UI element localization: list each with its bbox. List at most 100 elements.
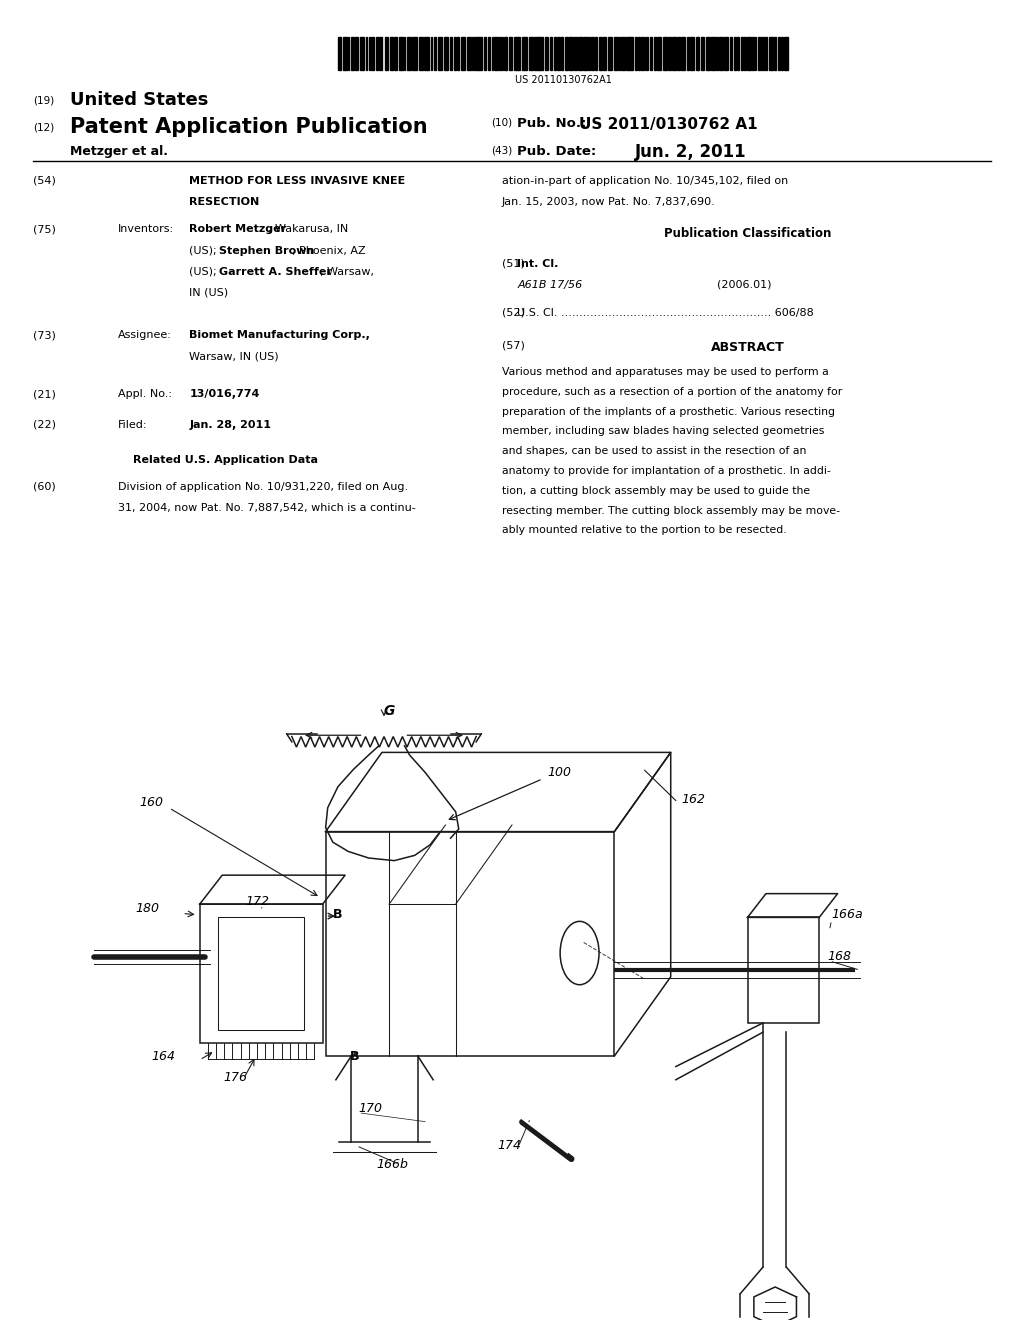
Bar <box>504 37 507 70</box>
Bar <box>518 37 520 70</box>
Text: procedure, such as a resection of a portion of the anatomy for: procedure, such as a resection of a port… <box>502 387 842 397</box>
Bar <box>730 37 732 70</box>
Text: 172: 172 <box>246 895 269 908</box>
Text: (US);: (US); <box>189 246 220 256</box>
Text: 176: 176 <box>223 1071 247 1084</box>
Bar <box>413 37 417 70</box>
Text: Filed:: Filed: <box>118 420 147 430</box>
Bar <box>398 37 402 70</box>
Bar <box>359 37 364 70</box>
Bar <box>668 37 671 70</box>
Text: 174: 174 <box>498 1139 521 1152</box>
Bar <box>752 37 754 70</box>
Bar <box>690 37 694 70</box>
Bar <box>701 37 705 70</box>
Bar <box>765 37 767 70</box>
Bar <box>769 37 773 70</box>
Bar <box>366 37 368 70</box>
Text: (51): (51) <box>502 259 524 269</box>
Bar <box>709 37 710 70</box>
Bar <box>610 37 612 70</box>
Text: Garrett A. Sheffer: Garrett A. Sheffer <box>219 267 332 277</box>
Text: (19): (19) <box>33 95 54 106</box>
Bar <box>706 37 708 70</box>
Text: member, including saw blades having selected geometries: member, including saw blades having sele… <box>502 426 824 437</box>
Text: IN (US): IN (US) <box>189 288 228 298</box>
Text: Jun. 2, 2011: Jun. 2, 2011 <box>635 143 746 161</box>
Text: 164: 164 <box>152 1049 175 1063</box>
Bar <box>454 37 456 70</box>
Bar <box>371 37 374 70</box>
Bar <box>778 37 780 70</box>
Bar <box>696 37 699 70</box>
Text: 166a: 166a <box>831 908 863 921</box>
Text: (75): (75) <box>33 224 55 235</box>
Text: Jan. 15, 2003, now Pat. No. 7,837,690.: Jan. 15, 2003, now Pat. No. 7,837,690. <box>502 197 716 207</box>
Bar <box>638 37 640 70</box>
Bar <box>711 37 715 70</box>
Text: (22): (22) <box>33 420 55 430</box>
Text: (57): (57) <box>502 341 524 351</box>
Bar <box>393 37 396 70</box>
Bar <box>677 37 680 70</box>
Text: 100: 100 <box>548 766 571 779</box>
Text: (21): (21) <box>33 389 55 400</box>
Text: Robert Metzger: Robert Metzger <box>189 224 287 235</box>
Text: ably mounted relative to the portion to be resected.: ably mounted relative to the portion to … <box>502 525 786 536</box>
Text: Related U.S. Application Data: Related U.S. Application Data <box>133 455 317 466</box>
Bar <box>719 37 723 70</box>
Bar <box>681 37 685 70</box>
Bar <box>200 904 323 1043</box>
Text: preparation of the implants of a prosthetic. Various resecting: preparation of the implants of a prosthe… <box>502 407 835 417</box>
Text: anatomy to provide for implantation of a prosthetic. In addi-: anatomy to provide for implantation of a… <box>502 466 830 477</box>
Bar <box>646 37 648 70</box>
Bar <box>650 37 651 70</box>
Text: 13/016,774: 13/016,774 <box>189 389 260 400</box>
Text: (60): (60) <box>33 482 55 492</box>
Text: United States: United States <box>70 91 208 110</box>
Bar <box>774 37 776 70</box>
Bar <box>350 37 354 70</box>
Bar <box>724 37 728 70</box>
Text: Biomet Manufacturing Corp.,: Biomet Manufacturing Corp., <box>189 330 371 341</box>
Text: resecting member. The cutting block assembly may be move-: resecting member. The cutting block asse… <box>502 506 840 516</box>
Text: Int. Cl.: Int. Cl. <box>517 259 558 269</box>
Bar <box>564 37 567 70</box>
Bar <box>419 37 423 70</box>
Bar <box>472 37 474 70</box>
Bar <box>758 37 761 70</box>
Text: (US);: (US); <box>189 267 220 277</box>
Bar <box>618 37 621 70</box>
Text: ABSTRACT: ABSTRACT <box>711 341 784 354</box>
Bar <box>622 37 626 70</box>
Text: G: G <box>384 704 395 718</box>
Text: 170: 170 <box>358 1102 382 1115</box>
Text: 162: 162 <box>681 793 705 807</box>
Bar <box>629 37 633 70</box>
Bar <box>528 37 532 70</box>
Bar <box>673 37 677 70</box>
Text: , Warsaw,: , Warsaw, <box>321 267 375 277</box>
Bar <box>434 37 436 70</box>
Bar <box>557 37 560 70</box>
Text: tion, a cutting block assembly may be used to guide the: tion, a cutting block assembly may be us… <box>502 486 810 496</box>
Bar <box>626 37 628 70</box>
Bar <box>380 37 383 70</box>
Bar <box>502 37 504 70</box>
Bar <box>483 37 485 70</box>
Bar <box>431 37 432 70</box>
Bar <box>755 37 756 70</box>
Text: Jan. 28, 2011: Jan. 28, 2011 <box>189 420 271 430</box>
Text: Stephen Brown: Stephen Brown <box>219 246 314 256</box>
Bar <box>744 37 746 70</box>
Text: , Phoenix, AZ: , Phoenix, AZ <box>292 246 366 256</box>
Text: Assignee:: Assignee: <box>118 330 172 341</box>
Bar <box>657 37 662 70</box>
Bar <box>746 37 751 70</box>
Text: A61B 17/56: A61B 17/56 <box>517 280 583 290</box>
Bar <box>664 37 668 70</box>
Bar <box>550 37 552 70</box>
Text: Inventors:: Inventors: <box>118 224 174 235</box>
Bar <box>573 37 577 70</box>
Text: Various method and apparatuses may be used to perform a: Various method and apparatuses may be us… <box>502 367 828 378</box>
